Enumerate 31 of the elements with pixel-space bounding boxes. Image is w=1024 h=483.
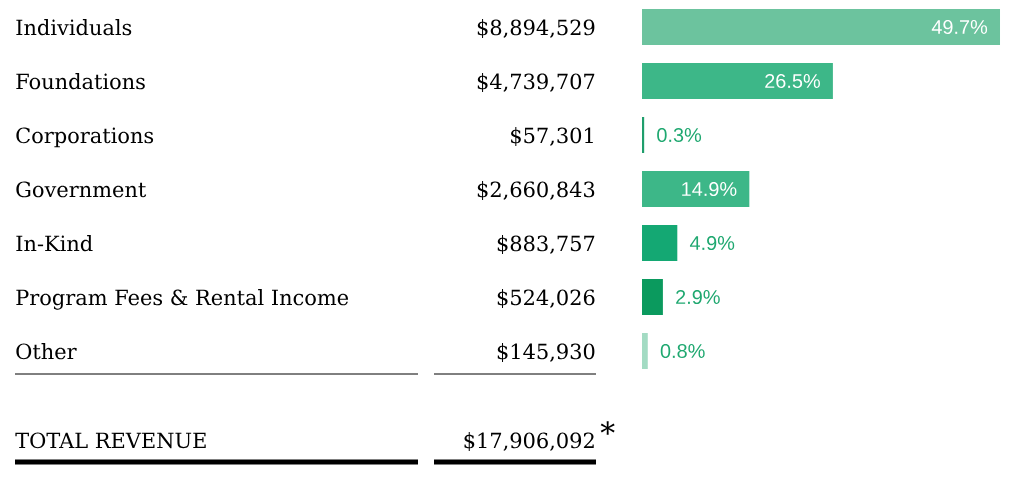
y-tick-label: In-Kind	[16, 235, 93, 252]
y-tick-label: Corporations	[16, 127, 154, 148]
y-tick-label: Other	[16, 343, 77, 360]
bar	[642, 225, 678, 261]
y-tick-label: Program Fees & Rental Income	[16, 289, 349, 310]
text: $145,930	[497, 343, 595, 363]
text: $883,757	[497, 235, 595, 255]
bar	[642, 9, 1001, 45]
bar	[642, 279, 663, 315]
bar	[642, 171, 750, 207]
bar	[642, 63, 833, 99]
data-label: 4.9%	[689, 235, 735, 251]
bar	[642, 333, 648, 369]
text: *	[600, 421, 615, 435]
y-tick-label: Foundations	[16, 73, 145, 90]
data-label: 2.9%	[676, 289, 720, 305]
text: $8,894,529	[477, 19, 595, 39]
text: $17,906,092	[464, 432, 594, 452]
text: $2,660,843	[477, 181, 595, 201]
text: $57,301	[511, 127, 593, 147]
data-label: 26.5%	[765, 73, 820, 89]
text: TOTAL REVENUE	[15, 432, 206, 449]
data-label: 49.7%	[931, 19, 988, 35]
y-tick-label: Government	[16, 181, 147, 198]
y-tick-label: Individuals	[16, 19, 132, 36]
data-label: 0.8%	[660, 343, 705, 359]
data-label: 0.3%	[657, 127, 702, 143]
data-label: 14.9%	[682, 181, 737, 197]
bar	[642, 117, 645, 153]
text: $524,026	[497, 289, 595, 309]
text: $4,739,707	[477, 73, 595, 93]
